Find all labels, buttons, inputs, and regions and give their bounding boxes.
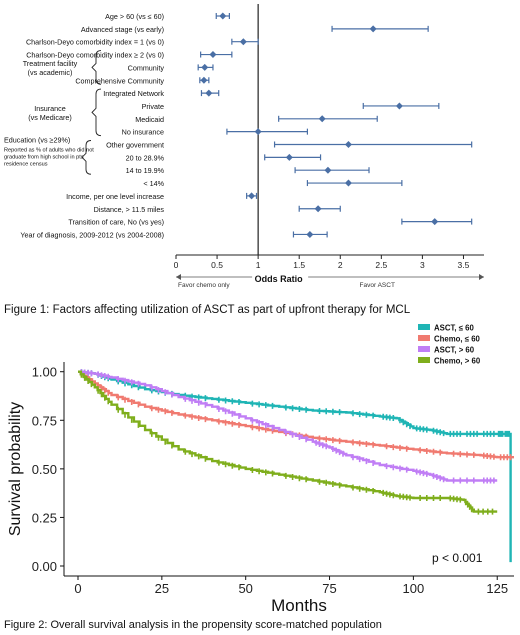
y-tick-label: 1.00 (32, 365, 57, 380)
odds-ratio-point (306, 230, 314, 238)
legend-label: ASCT, ≤ 60 (434, 324, 474, 333)
x-tick-label: 25 (155, 581, 169, 596)
odds-ratio-point (239, 38, 247, 46)
favor-right-label: Favor ASCT (360, 282, 395, 289)
row-label: Transition of care, No (vs yes) (68, 218, 164, 227)
row-label: No insurance (122, 128, 164, 137)
x-axis-title: Months (271, 596, 327, 615)
odds-ratio-point (314, 205, 322, 213)
row-label: Year of diagnosis, 2009-2012 (vs 2004-20… (20, 230, 164, 239)
x-tick-label: 75 (322, 581, 336, 596)
x-tick-label: 3 (420, 260, 425, 270)
group-label: Reported as % of adults who did not (4, 148, 94, 154)
y-tick-label: 0.75 (32, 413, 57, 428)
p-value-annotation: p < 0.001 (432, 551, 483, 565)
odds-ratio-point (431, 218, 439, 226)
x-tick-label: 50 (238, 581, 252, 596)
row-label: Private (142, 102, 164, 111)
x-axis-title: Odds Ratio (255, 274, 304, 284)
legend-swatch (418, 346, 430, 352)
x-tick-label: 100 (403, 581, 425, 596)
row-label: 20 to 28.9% (126, 153, 165, 162)
x-tick-label: 2.5 (375, 260, 387, 270)
odds-ratio-point (201, 63, 209, 71)
odds-ratio-point (369, 25, 377, 33)
odds-ratio-point (205, 89, 213, 97)
row-label: Advanced stage (vs early) (81, 25, 164, 34)
favor-left-label: Favor chemo only (178, 282, 230, 289)
censor-marks (80, 371, 494, 515)
group-label: graduate from high school in pts (4, 155, 84, 161)
group-brace (81, 140, 92, 175)
odds-ratio-point (285, 153, 293, 161)
group-label: Insurance (34, 104, 66, 113)
row-label: 14 to 19.9% (126, 166, 165, 175)
group-label: residence census (4, 162, 48, 168)
y-tick-label: 0.00 (32, 559, 57, 574)
survival-plot: 0.00 0.25 0.50 0.75 1.00 0 25 50 75 100 125 Months S… (7, 324, 514, 615)
figure1-caption: Figure 1: Factors affecting utilization … (4, 304, 411, 316)
favor-left-arrowhead (176, 274, 181, 280)
legend-label: Chemo, ≤ 60 (434, 335, 481, 344)
survival-curve (78, 370, 512, 563)
odds-ratio-point (200, 76, 208, 84)
odds-ratio-point (318, 115, 326, 123)
odds-ratio-point (219, 12, 227, 20)
y-tick-label: 0.25 (32, 510, 57, 525)
odds-ratio-point (254, 128, 262, 136)
row-label: Charlson-Deyo comorbidity index ≥ 2 (vs … (26, 51, 164, 60)
row-label: < 14% (143, 179, 164, 188)
row-label: Other government (106, 141, 164, 150)
x-tick-label: 3.5 (458, 260, 470, 270)
y-tick-label: 0.50 (32, 462, 57, 477)
x-tick-label: 1 (256, 260, 261, 270)
row-label: Medicaid (135, 115, 164, 124)
survival-curve (78, 370, 498, 482)
group-brace (91, 50, 102, 85)
group-label: Education (vs ≥29%) (4, 136, 70, 145)
x-tick-label: 0 (174, 260, 179, 270)
legend-swatch (418, 335, 430, 341)
group-label: Treatment facility (23, 59, 78, 68)
x-tick-label: 125 (486, 581, 508, 596)
legend-swatch (418, 357, 430, 363)
row-label: Integrated Network (103, 89, 164, 98)
figure2-caption: Figure 2: Overall survival analysis in t… (4, 619, 382, 631)
odds-ratio-point (395, 102, 403, 110)
row-label: Community (128, 63, 165, 72)
odds-ratio-point (344, 141, 352, 148)
legend-swatch (418, 324, 430, 330)
x-tick-label: 1.5 (293, 260, 305, 270)
row-label: Income, per one level increase (66, 192, 164, 201)
x-tick-label: 0 (74, 581, 81, 596)
favor-right-arrowhead (479, 274, 484, 280)
odds-ratio-point (248, 192, 256, 200)
legend-label: ASCT, > 60 (434, 346, 475, 355)
legend-label: Chemo, > 60 (434, 357, 481, 366)
group-label: (vs academic) (28, 68, 73, 77)
row-label: Comprehensive Community (75, 76, 164, 85)
x-tick-label: 2 (338, 260, 343, 270)
odds-ratio-point (324, 166, 332, 174)
row-label: Age > 60 (vs ≤ 60) (105, 12, 164, 21)
x-tick-label: 0.5 (211, 260, 223, 270)
odds-ratio-point (209, 51, 217, 59)
group-brace (91, 88, 102, 137)
odds-ratio-point (344, 179, 352, 187)
y-axis-title: Survival probability (7, 402, 24, 536)
row-label: Charlson-Deyo comorbidity index = 1 (vs … (26, 38, 164, 47)
row-label: Distance, > 11.5 miles (94, 205, 165, 214)
survival-curve (78, 370, 498, 513)
forest-plot: 0 0.5 1 1.5 2 2.5 3 3.5 Odds Ratio Favor chemo on… (4, 4, 484, 289)
group-label: (vs Medicare) (28, 113, 72, 122)
